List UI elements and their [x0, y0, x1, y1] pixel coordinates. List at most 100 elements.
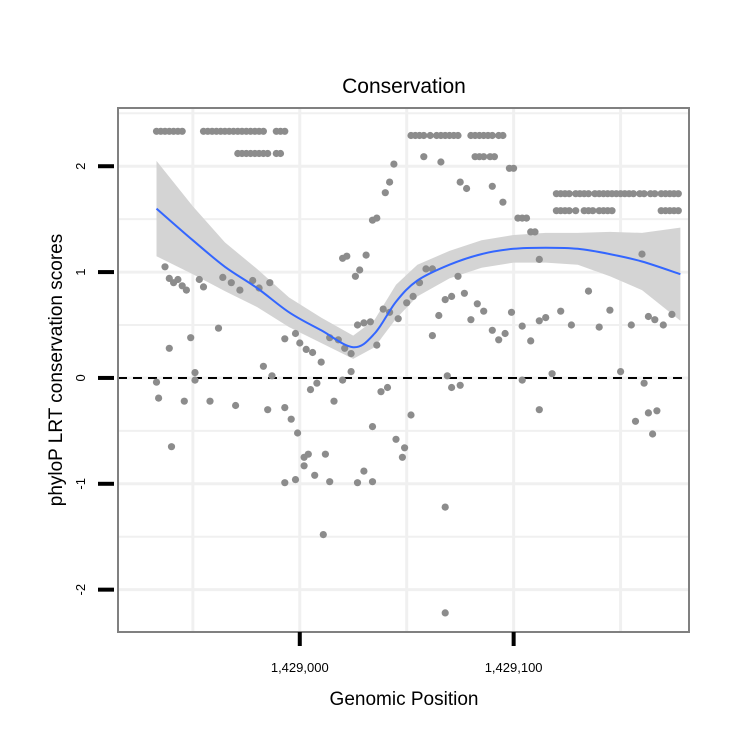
- data-point: [236, 286, 244, 294]
- data-point: [631, 417, 640, 425]
- data-point: [448, 292, 456, 300]
- data-point: [629, 190, 638, 198]
- data-point: [428, 332, 436, 340]
- data-point: [368, 423, 377, 431]
- data-point: [527, 337, 535, 345]
- data-point: [353, 321, 362, 329]
- x-tick-label: 1,429,000: [271, 660, 329, 675]
- data-point: [499, 198, 507, 206]
- data-points: [152, 127, 682, 617]
- data-point: [321, 450, 329, 458]
- data-point: [339, 254, 347, 262]
- data-point: [302, 345, 310, 353]
- data-point: [467, 316, 475, 324]
- data-point: [152, 378, 161, 386]
- data-point: [214, 324, 223, 332]
- data-point: [480, 307, 488, 315]
- x-axis: 1,429,000 1,429,100: [271, 632, 543, 675]
- data-point: [488, 131, 496, 140]
- data-point: [309, 348, 317, 357]
- data-point: [463, 184, 471, 193]
- data-point: [390, 160, 398, 168]
- data-point: [403, 299, 411, 307]
- data-point: [572, 207, 580, 215]
- data-point: [300, 462, 308, 470]
- confidence-ribbon: [156, 160, 681, 359]
- data-point: [557, 307, 565, 315]
- data-point: [373, 341, 381, 349]
- data-point: [291, 329, 300, 338]
- data-point: [249, 276, 257, 285]
- data-point: [426, 131, 434, 140]
- data-point: [531, 228, 539, 236]
- data-point: [488, 182, 496, 190]
- data-point: [381, 189, 389, 197]
- data-point: [441, 296, 449, 304]
- data-point: [180, 397, 188, 405]
- data-point: [518, 376, 526, 384]
- data-point: [281, 404, 289, 412]
- data-point: [495, 336, 503, 344]
- data-point: [165, 344, 173, 352]
- data-point: [351, 272, 359, 280]
- data-point: [362, 251, 370, 259]
- data-point: [155, 394, 163, 402]
- data-point: [644, 312, 653, 321]
- data-point: [317, 358, 325, 366]
- data-point: [401, 444, 409, 452]
- data-point: [454, 131, 462, 140]
- data-point: [167, 443, 176, 451]
- data-point: [454, 272, 462, 280]
- data-point: [206, 397, 214, 405]
- data-point: [480, 153, 488, 161]
- data-point: [473, 300, 481, 308]
- data-point: [584, 287, 593, 295]
- data-point: [347, 368, 355, 376]
- x-axis-title: Genomic Position: [330, 689, 479, 710]
- data-point: [407, 411, 415, 419]
- data-point: [313, 379, 321, 387]
- smooth-trend-line: [155, 207, 681, 349]
- y-tick-label: 2: [73, 163, 88, 170]
- data-point: [311, 471, 319, 479]
- data-point: [542, 314, 550, 322]
- data-point: [347, 350, 355, 358]
- data-point: [499, 131, 507, 140]
- data-point: [174, 275, 182, 284]
- data-point: [178, 127, 186, 135]
- data-point: [409, 292, 417, 300]
- data-point: [379, 305, 387, 313]
- data-point: [509, 164, 518, 172]
- data-point: [386, 178, 394, 186]
- data-point: [356, 266, 364, 274]
- data-point: [187, 334, 195, 342]
- data-point: [456, 178, 464, 186]
- data-point: [501, 329, 509, 338]
- data-point: [368, 216, 377, 224]
- data-point: [638, 250, 646, 258]
- data-point: [448, 383, 456, 392]
- data-point: [281, 127, 289, 135]
- smooth-line-layer: [155, 207, 681, 349]
- data-point: [441, 609, 449, 617]
- y-tick-label: 0: [73, 374, 88, 381]
- data-point: [535, 255, 543, 263]
- data-point: [199, 283, 208, 291]
- data-point: [360, 319, 368, 327]
- data-point: [567, 321, 576, 329]
- data-point: [674, 207, 682, 215]
- plot-panel-border: [117, 107, 690, 633]
- confidence-ribbon-layer: [156, 160, 681, 359]
- data-point: [548, 370, 556, 378]
- data-point: [191, 376, 199, 384]
- data-point: [281, 479, 289, 487]
- grid-lines: [118, 108, 689, 632]
- data-point: [565, 207, 573, 215]
- data-point: [674, 190, 682, 198]
- data-point: [341, 344, 349, 352]
- data-point: [339, 376, 347, 384]
- data-point: [522, 214, 531, 222]
- data-point: [518, 322, 526, 330]
- y-tick-label: 1: [73, 268, 88, 275]
